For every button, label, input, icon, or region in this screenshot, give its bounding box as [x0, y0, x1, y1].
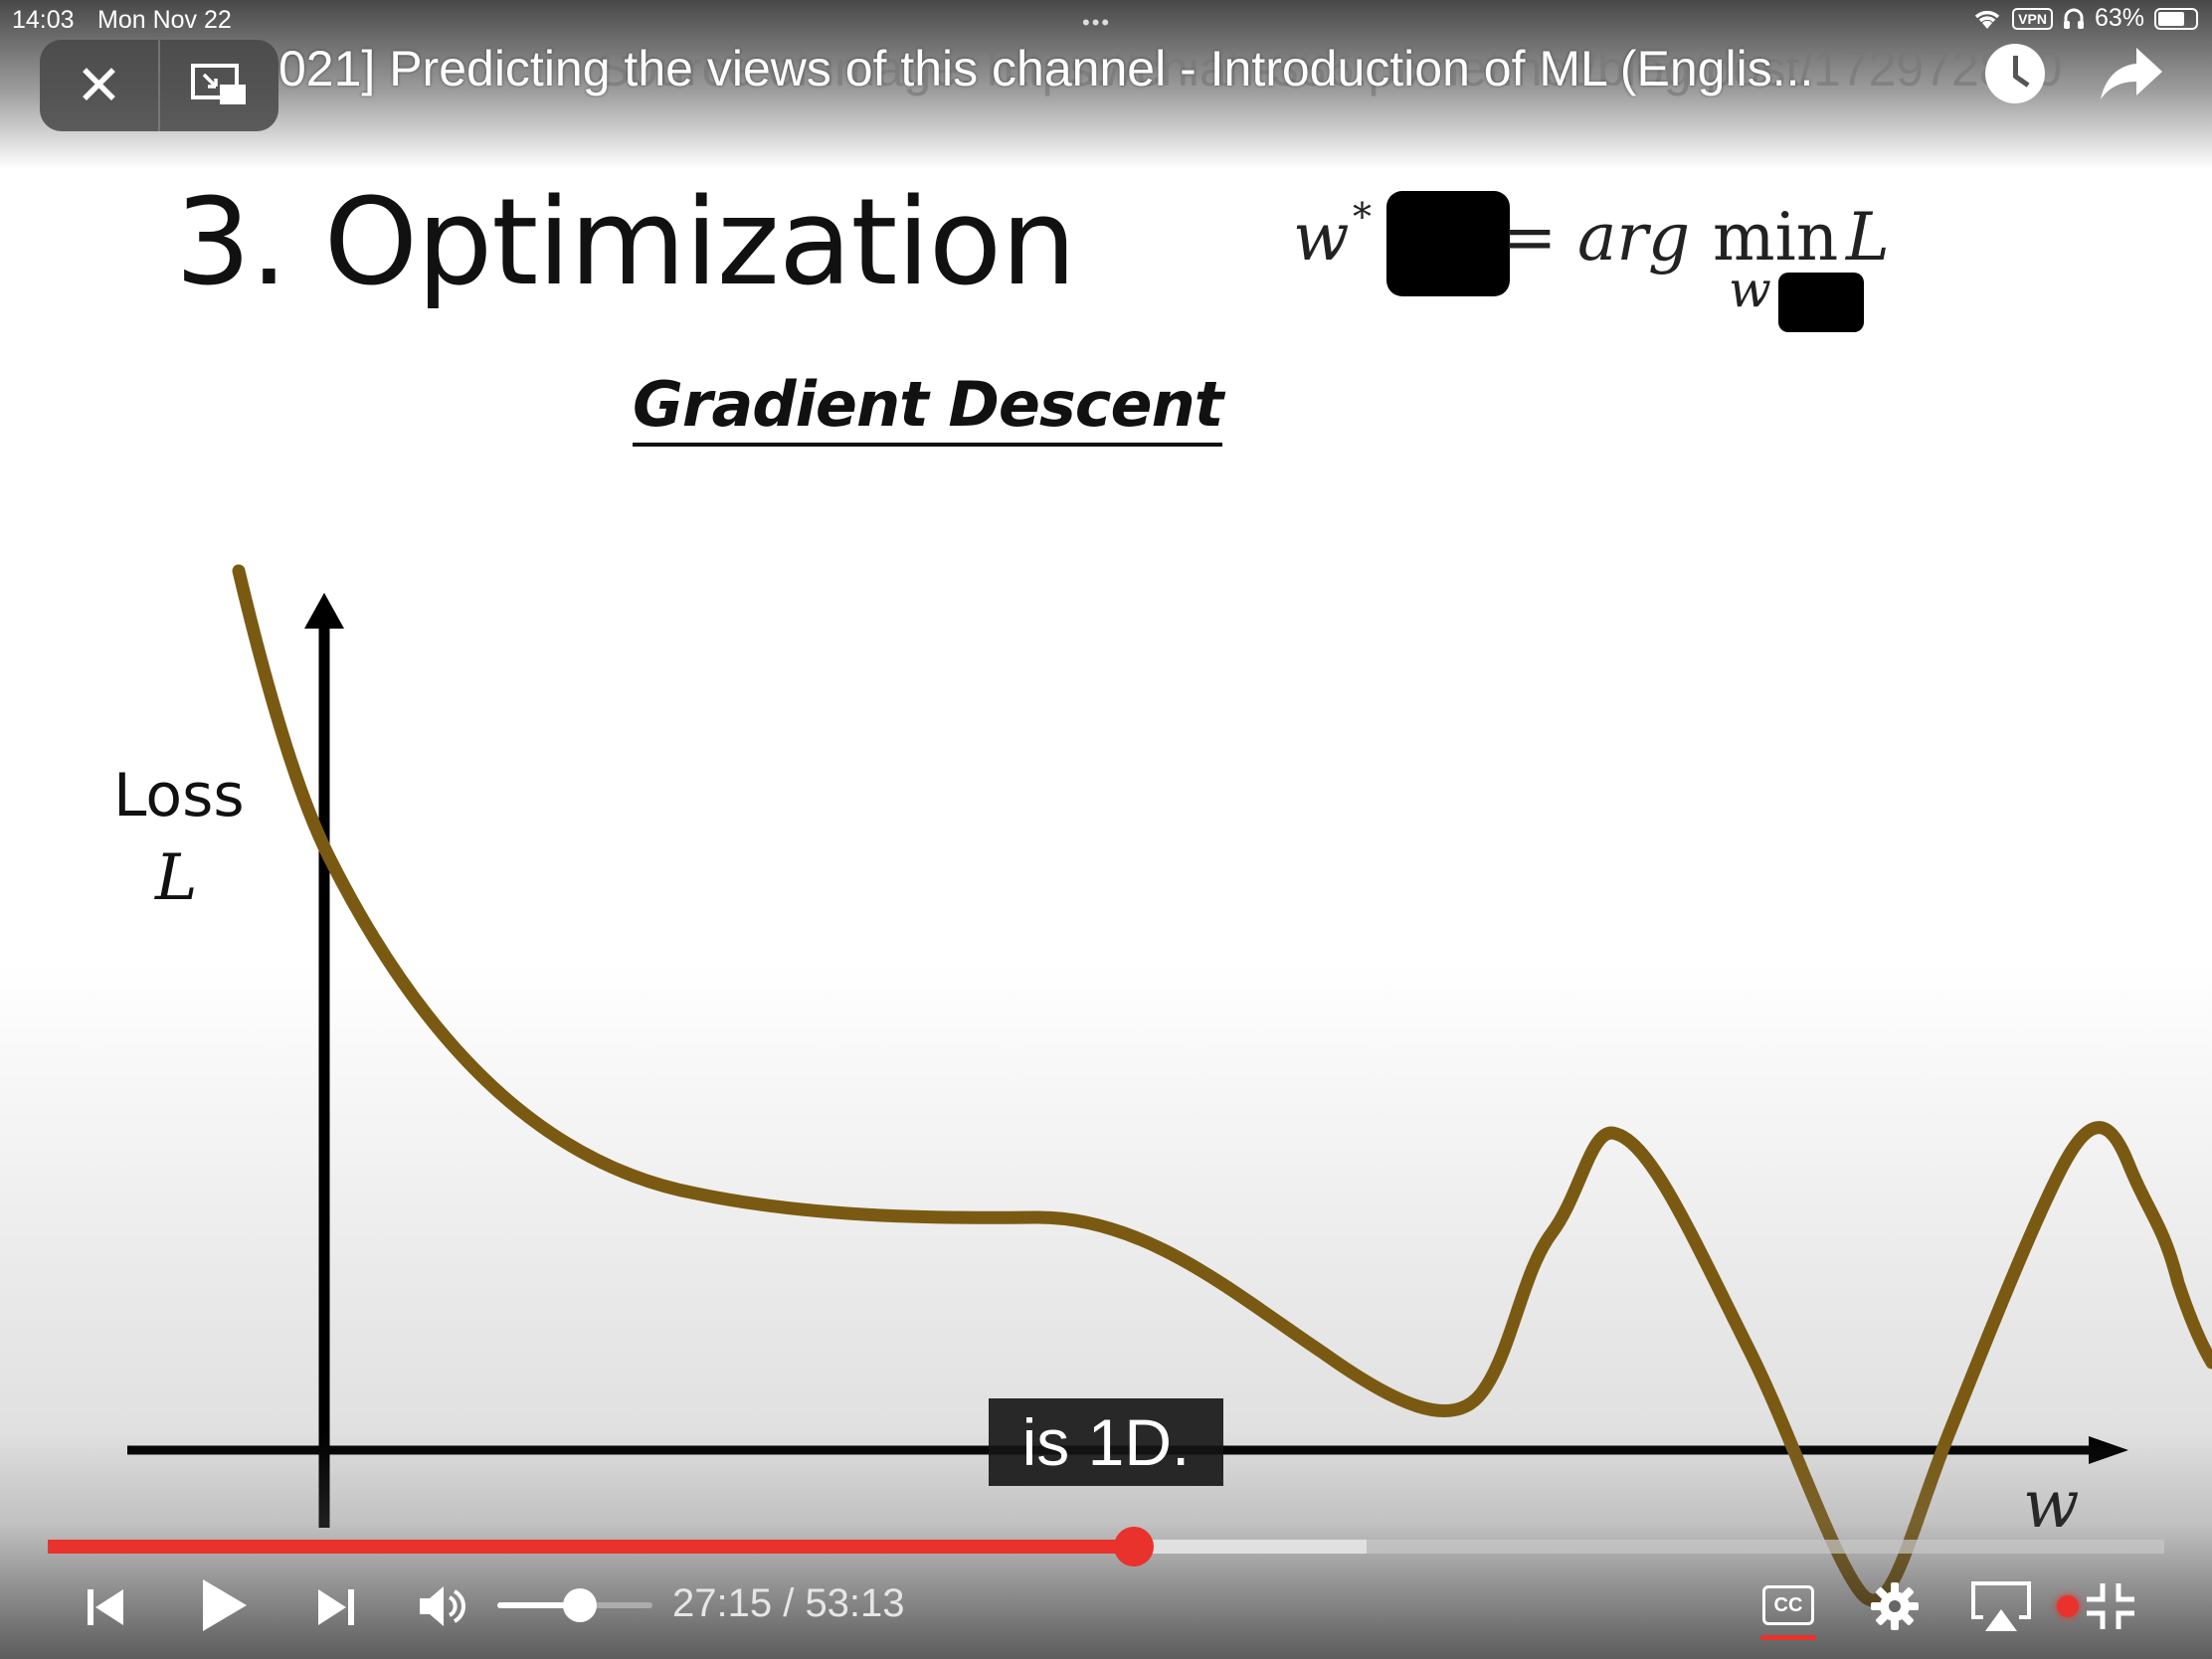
volume-level: [497, 1602, 580, 1608]
status-icons: VPN 63%: [1972, 4, 2198, 33]
slide-title: 3. Optimization: [175, 174, 1076, 312]
volume-knob[interactable]: [562, 1588, 597, 1622]
subtitle-caption: is 1D.: [989, 1398, 1223, 1486]
formula-arg: arg: [1577, 199, 1691, 276]
close-icon[interactable]: ✕: [40, 40, 160, 131]
y-axis-arrow: [304, 593, 344, 629]
play-icon[interactable]: [199, 1575, 251, 1635]
y-axis-symbol: L: [155, 841, 198, 915]
captions-button[interactable]: CC: [1762, 1585, 1814, 1625]
formula-subscript-w: w: [1729, 261, 1771, 318]
progress-played: [48, 1540, 1134, 1554]
video-title: 021] Predicting the views of this channe…: [278, 41, 1814, 96]
recording-indicator: [2057, 1595, 2079, 1617]
formula-min: min: [1713, 199, 1839, 276]
exit-pip-icon[interactable]: [160, 40, 278, 131]
status-time: 14:03: [12, 6, 75, 34]
formula-equals: =: [1502, 199, 1558, 276]
time-display: 27:15 / 53:13: [672, 1581, 905, 1625]
slide-subtitle: Gradient Descent: [633, 368, 1223, 447]
share-icon[interactable]: [2097, 42, 2166, 105]
wifi-icon: [1974, 10, 2000, 29]
redaction-box: [1386, 191, 1510, 296]
source-watermark: Source of image: https://chiah-386.pixne…: [597, 41, 2063, 96]
skip-previous-icon[interactable]: [84, 1585, 127, 1629]
exit-fullscreen-icon[interactable]: [2085, 1581, 2136, 1631]
multitask-dots-icon[interactable]: •••: [1082, 10, 1112, 35]
vpn-badge: VPN: [2012, 7, 2053, 30]
battery-percent: 63%: [2094, 4, 2144, 32]
formula-w: w: [1293, 199, 1350, 276]
redaction-box: [1778, 273, 1864, 332]
loss-curve: [232, 564, 2212, 1607]
progress-scrubber[interactable]: [1113, 1527, 1154, 1567]
status-date: Mon Nov 22: [97, 6, 232, 34]
top-overlay: [0, 0, 2212, 169]
watch-later-icon[interactable]: [1985, 44, 2045, 103]
skip-next-icon[interactable]: [314, 1585, 358, 1629]
battery-icon: [2154, 7, 2198, 30]
pip-controls: ✕: [40, 40, 278, 131]
progress-bar[interactable]: [48, 1527, 2164, 1567]
settings-icon[interactable]: [1870, 1581, 1920, 1631]
headphones-icon: [2063, 8, 2084, 29]
airplay-icon[interactable]: [1969, 1579, 2033, 1635]
formula-star: *: [1353, 195, 1372, 239]
formula-L: L: [1846, 199, 1890, 276]
volume-slider[interactable]: [497, 1588, 652, 1622]
captions-active-indicator: [1760, 1635, 1816, 1640]
volume-icon[interactable]: [418, 1583, 467, 1629]
y-axis-label: Loss: [113, 761, 245, 830]
